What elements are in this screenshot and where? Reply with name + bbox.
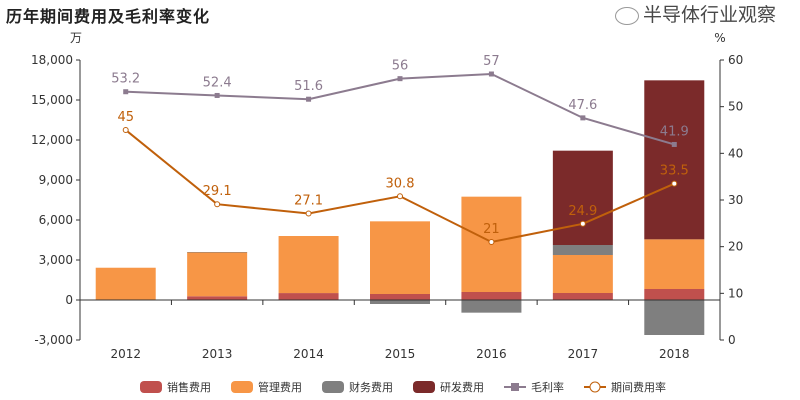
legend-label-期间费用率: 期间费用率 bbox=[611, 380, 666, 394]
y2-tick-label: 60 bbox=[728, 53, 743, 67]
data-label-毛利率: 52.4 bbox=[203, 75, 232, 90]
x-tick-label: 2018 bbox=[659, 347, 690, 361]
bar-财务费用-2015 bbox=[370, 300, 430, 304]
y-tick-label: 12,000 bbox=[31, 133, 73, 147]
bar-销售费用-2014 bbox=[278, 293, 339, 300]
x-tick-label: 2013 bbox=[202, 347, 233, 361]
point-毛利率 bbox=[397, 76, 403, 82]
y-tick-label: 3,000 bbox=[39, 253, 73, 267]
watermark-text: 半导体行业观察 bbox=[643, 4, 777, 26]
point-期间费用率 bbox=[397, 193, 403, 200]
data-label-期间费用率: 45 bbox=[117, 110, 134, 125]
y-tick-label: 0 bbox=[65, 293, 73, 307]
legend-label-毛利率: 毛利率 bbox=[531, 380, 564, 394]
point-毛利率 bbox=[123, 89, 129, 95]
data-label-毛利率: 47.6 bbox=[568, 98, 597, 113]
data-label-期间费用率: 30.8 bbox=[386, 176, 415, 191]
point-毛利率 bbox=[306, 96, 312, 102]
point-毛利率 bbox=[214, 92, 220, 98]
data-label-期间费用率: 27.1 bbox=[294, 194, 323, 209]
point-毛利率 bbox=[671, 141, 677, 147]
chart-title: 历年期间费用及毛利率变化 bbox=[6, 7, 211, 26]
data-label-期间费用率: 33.5 bbox=[660, 164, 689, 179]
data-label-期间费用率: 29.1 bbox=[203, 184, 232, 199]
y2-axis-unit: % bbox=[714, 31, 725, 45]
x-tick-label: 2012 bbox=[110, 347, 141, 361]
point-期间费用率 bbox=[214, 201, 221, 208]
point-毛利率 bbox=[580, 115, 586, 121]
bar-销售费用-2018 bbox=[644, 289, 705, 300]
x-tick-label: 2016 bbox=[476, 347, 507, 361]
point-期间费用率 bbox=[122, 127, 129, 133]
bar-销售费用-2016 bbox=[461, 292, 522, 300]
legend-label-研发费用: 研发费用 bbox=[440, 380, 484, 394]
bar-财务费用-2018 bbox=[644, 300, 705, 335]
data-label-毛利率: 51.6 bbox=[294, 79, 323, 94]
bar-销售费用-2015 bbox=[370, 294, 430, 300]
point-期间费用率 bbox=[488, 239, 495, 245]
data-label-毛利率: 41.9 bbox=[660, 124, 689, 139]
legend-swatch-销售费用 bbox=[140, 381, 162, 393]
legend-swatch-财务费用 bbox=[322, 381, 344, 393]
legend-label-财务费用: 财务费用 bbox=[349, 380, 393, 394]
bar-销售费用-2017 bbox=[552, 293, 613, 300]
y2-tick-label: 0 bbox=[728, 333, 736, 347]
legend-swatch-管理费用 bbox=[231, 381, 253, 393]
watermark: 半导体行业观察 bbox=[615, 4, 776, 26]
y-tick-label: 18,000 bbox=[31, 53, 73, 67]
bar-研发费用-2017 bbox=[552, 150, 613, 245]
y-tick-label: 9,000 bbox=[39, 173, 73, 187]
y2-tick-label: 10 bbox=[728, 286, 743, 300]
legend-marker-期间费用率 bbox=[589, 381, 601, 393]
legend-label-销售费用: 销售费用 bbox=[167, 380, 211, 394]
data-label-期间费用率: 24.9 bbox=[568, 204, 597, 219]
point-期间费用率 bbox=[305, 210, 312, 217]
bar-研发费用-2018 bbox=[644, 80, 705, 240]
x-tick-label: 2014 bbox=[293, 347, 324, 361]
y-tick-label: -3,000 bbox=[34, 333, 73, 347]
bar-管理费用-2014 bbox=[278, 236, 339, 294]
y2-tick-label: 40 bbox=[728, 146, 743, 160]
bar-管理费用-2013 bbox=[187, 252, 248, 297]
data-label-毛利率: 57 bbox=[483, 54, 500, 69]
x-tick-label: 2017 bbox=[568, 347, 599, 361]
bar-管理费用-2017 bbox=[552, 255, 613, 293]
bar-管理费用-2018 bbox=[644, 239, 705, 289]
y2-tick-label: 20 bbox=[728, 240, 743, 254]
data-label-毛利率: 53.2 bbox=[111, 72, 140, 87]
point-期间费用率 bbox=[579, 220, 586, 227]
bar-管理费用-2012 bbox=[95, 267, 156, 300]
data-label-毛利率: 56 bbox=[392, 59, 409, 74]
legend-marker-毛利率 bbox=[511, 383, 519, 391]
bar-销售费用-2013 bbox=[187, 296, 248, 300]
y2-tick-label: 50 bbox=[728, 100, 743, 114]
bar-财务费用-2017 bbox=[552, 245, 613, 255]
x-tick-label: 2015 bbox=[385, 347, 416, 361]
legend-swatch-研发费用 bbox=[413, 381, 435, 393]
point-毛利率 bbox=[488, 71, 494, 77]
bar-财务费用-2016 bbox=[461, 300, 522, 313]
bar-管理费用-2015 bbox=[370, 221, 430, 294]
y2-tick-label: 30 bbox=[728, 193, 743, 207]
bar-财务费用-2013 bbox=[187, 252, 248, 253]
wechat-icon bbox=[615, 6, 639, 25]
data-label-期间费用率: 21 bbox=[483, 222, 500, 237]
y-axis-unit: 万 bbox=[70, 31, 82, 45]
legend-label-管理费用: 管理费用 bbox=[258, 380, 302, 394]
y-tick-label: 15,000 bbox=[31, 93, 73, 107]
y-tick-label: 6,000 bbox=[39, 213, 73, 227]
point-期间费用率 bbox=[671, 180, 678, 187]
